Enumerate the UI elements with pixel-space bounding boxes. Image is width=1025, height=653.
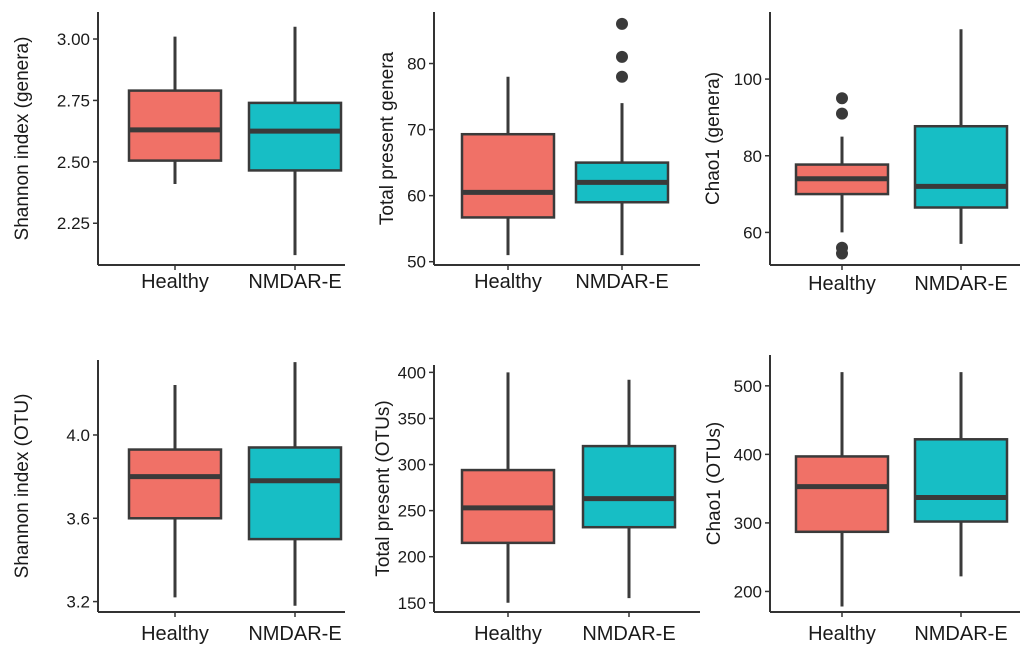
panel-3-chao1-genera-category-label-healthy: Healthy xyxy=(808,273,876,295)
panel-4-shannon-index-otu-y-tick-label: 4.0 xyxy=(66,426,90,445)
panel-6-chao1-otus-y-tick-label: 400 xyxy=(734,445,762,464)
panel-6-chao1-otus-y-tick-label: 200 xyxy=(734,582,762,601)
panel-4-shannon-index-otu-box-nmdar-e xyxy=(247,446,343,541)
panel-2-total-present-genera-category-label-nmdar-e: NMDAR-E xyxy=(575,271,668,293)
panel-3-chao1-genera-y-tick-label: 100 xyxy=(734,70,762,89)
panel-5-total-present-otus-y-tick-label: 200 xyxy=(398,548,426,567)
panel-5-total-present-otus-category-label-nmdar-e: NMDAR-E xyxy=(582,623,675,645)
panel-1-shannon-index-genera-y-tick-label: 3.00 xyxy=(57,30,90,49)
panel-4-shannon-index-otu-y-axis-title: Shannon index (OTU) xyxy=(12,394,33,579)
panel-4-shannon-index-otu-category-label-nmdar-e: NMDAR-E xyxy=(248,623,341,645)
panel-1-shannon-index-genera-y-tick-label: 2.50 xyxy=(57,153,90,172)
panel-6-chao1-otus-y-tick-label: 300 xyxy=(734,514,762,533)
panel-6-chao1-otus-y-tick-label: 500 xyxy=(734,377,762,396)
panel-3-chao1-genera-category-label-nmdar-e: NMDAR-E xyxy=(914,273,1007,295)
panel-5-total-present-otus-y-tick-label: 400 xyxy=(398,363,426,382)
panel-2-total-present-genera-y-tick-label: 50 xyxy=(407,253,426,272)
panel-5-total-present-otus-category-label-healthy: Healthy xyxy=(474,623,542,645)
panel-3-chao1-genera-box-nmdar-e xyxy=(913,124,1009,209)
panel-2-total-present-genera-y-tick-label: 60 xyxy=(407,187,426,206)
panel-5-total-present-otus-box-nmdar-e xyxy=(581,444,677,529)
panel-1-shannon-index-genera-category-label-nmdar-e: NMDAR-E xyxy=(248,271,341,293)
panel-4-shannon-index-otu-category-label-healthy: Healthy xyxy=(141,623,209,645)
panel-3-chao1-genera-outlier-point-healthy xyxy=(836,241,848,254)
panel-6-chao1-otus-box-healthy xyxy=(794,455,890,534)
panel-4-shannon-index-otu: 3.2 3.6 4.0 Shannon index (OTU) Healthy NMDAR… xyxy=(12,360,345,645)
panel-2-total-present-genera-y-axis-title: Total present genera xyxy=(377,51,398,225)
panel-3-chao1-genera-outlier-point-healthy xyxy=(836,107,848,120)
panel-4-shannon-index-otu-box-healthy xyxy=(127,448,223,520)
panel-3-chao1-genera-outlier-point-healthy xyxy=(836,92,848,105)
panel-6-chao1-otus: 200 300 400 500 Chao1 (OTUs) Healthy NMDAR-E xyxy=(704,355,1020,645)
panel-2-total-present-genera-outlier-point-nmdar-e xyxy=(616,50,628,63)
panel-4-shannon-index-otu-y-tick-label: 3.6 xyxy=(66,509,90,528)
panel-6-chao1-otus-box-nmdar-e xyxy=(913,438,1009,523)
panel-3-chao1-genera-y-axis-title: Chao1 (genera) xyxy=(703,72,724,205)
panel-2-total-present-genera-y-tick-label: 70 xyxy=(407,121,426,140)
panel-4-shannon-index-otu-y-tick-label: 3.2 xyxy=(66,593,90,612)
panel-5-total-present-otus-y-tick-label: 250 xyxy=(398,502,426,521)
panel-1-shannon-index-genera: 2.25 2.50 2.75 3.00 Shannon index (genera) He… xyxy=(12,12,345,293)
panel-2-total-present-genera-y-tick-label: 80 xyxy=(407,55,426,74)
panel-2-total-present-genera-box-healthy xyxy=(460,132,556,219)
panel-2-total-present-genera-outlier-point-nmdar-e xyxy=(616,17,628,30)
panel-5-total-present-otus-y-axis-title: Total present (OTUs) xyxy=(373,400,394,576)
panel-6-chao1-otus-category-label-nmdar-e: NMDAR-E xyxy=(914,623,1007,645)
panel-5-total-present-otus-y-tick-label: 350 xyxy=(398,409,426,428)
panel-1-shannon-index-genera-y-tick-label: 2.75 xyxy=(57,91,90,110)
panel-1-shannon-index-genera-box-healthy xyxy=(127,89,223,162)
panel-3-chao1-genera-y-tick-label: 80 xyxy=(743,147,762,166)
panel-1-shannon-index-genera-category-label-healthy: Healthy xyxy=(141,271,209,293)
panel-2-total-present-genera-outlier-point-nmdar-e xyxy=(616,70,628,83)
panel-6-chao1-otus-category-label-healthy: Healthy xyxy=(808,623,876,645)
panel-2-total-present-genera: 50 60 70 80 Total present genera Healthy NMDAR… xyxy=(377,12,700,293)
panel-1-shannon-index-genera-y-tick-label: 2.25 xyxy=(57,214,90,233)
panel-5-total-present-otus-y-tick-label: 150 xyxy=(398,594,426,613)
panel-1-shannon-index-genera-y-axis-title: Shannon index (genera) xyxy=(12,37,33,241)
panel-5-total-present-otus-y-tick-label: 300 xyxy=(398,456,426,475)
panel-6-chao1-otus-y-axis-title: Chao1 (OTUs) xyxy=(704,422,725,546)
panel-2-total-present-genera-category-label-healthy: Healthy xyxy=(474,271,542,293)
panel-1-shannon-index-genera-box-nmdar-e xyxy=(247,101,343,172)
panel-3-chao1-genera: 60 80 100 Chao1 (genera) Healthy NMDAR-E xyxy=(703,12,1020,295)
panel-3-chao1-genera-y-tick-label: 60 xyxy=(743,223,762,242)
